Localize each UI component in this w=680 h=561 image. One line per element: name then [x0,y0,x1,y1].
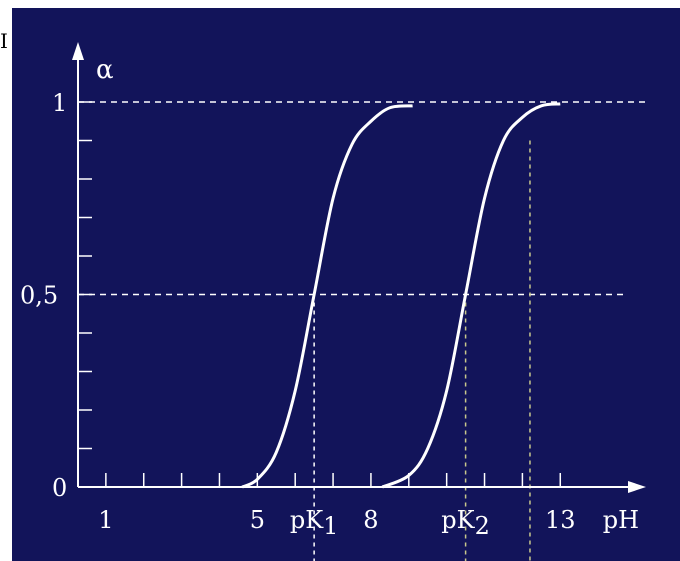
chart-area: 1 5 pK1 8 pK2 13 pH 0 0,5 1 α [12,8,680,561]
y-tick-label-1: 0,5 [20,282,58,310]
x-axis-arrow [628,481,646,493]
series-curve-1 [241,104,413,489]
curves [241,102,561,489]
series-curve-2 [381,102,561,489]
ph-alpha-chart: 1 5 pK1 8 pK2 13 pH 0 0,5 1 α [20,42,646,561]
axes [72,42,646,493]
reference-lines [78,101,646,561]
x-tick-label-4: pK2 [441,506,490,540]
y-axis-label: α [96,55,114,85]
x-tick-label-5: 13 [545,506,576,534]
x-tick-label-0: 1 [98,506,113,534]
y-tick-label-2: 1 [52,89,67,117]
x-tick-label-3: 8 [363,506,378,534]
tick-labels: 1 5 pK1 8 pK2 13 pH 0 0,5 1 α [20,55,639,540]
x-tick-label-2: pK1 [290,506,339,540]
x-tick-label-6: pH [603,506,639,534]
x-tick-label-1: 5 [250,506,265,534]
y-axis-arrow [72,42,84,60]
corner-text-fragment: I [0,29,8,53]
y-tick-label-0: 0 [52,474,67,502]
